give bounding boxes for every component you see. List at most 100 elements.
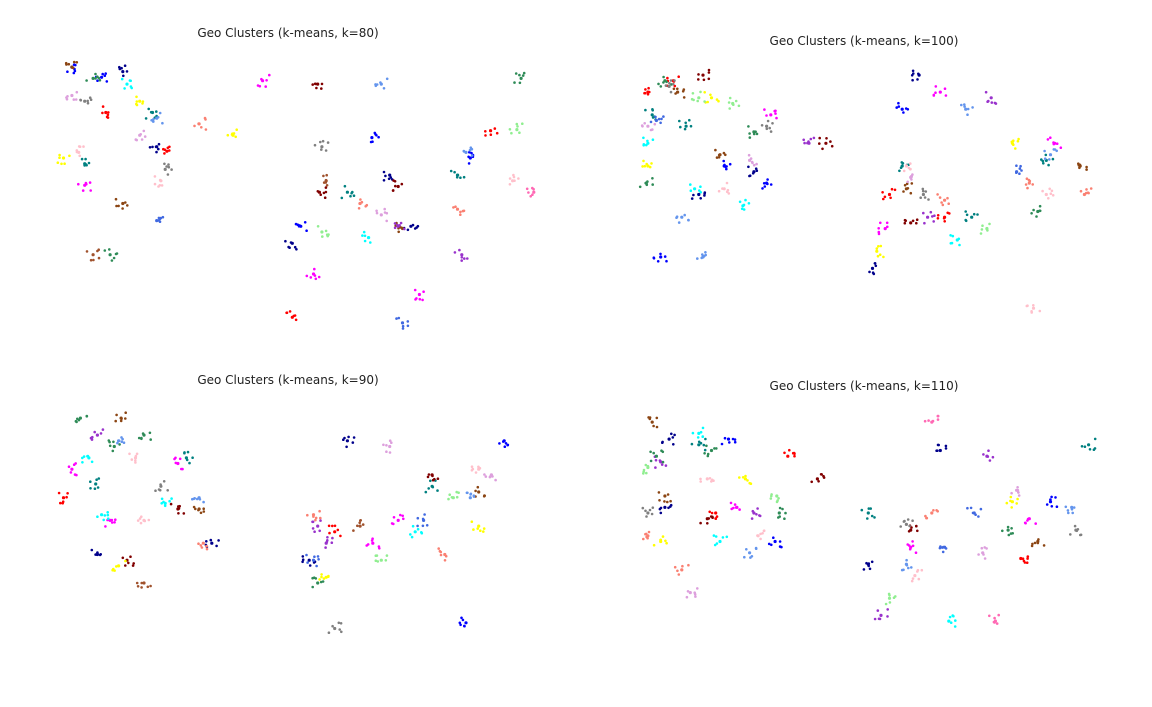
scatter-point: [715, 156, 719, 159]
scatter-point: [75, 149, 79, 152]
scatter-point: [768, 126, 771, 130]
scatter-point: [759, 537, 762, 541]
scatter-point: [470, 520, 474, 523]
scatter-point: [358, 521, 362, 525]
scatter-point: [455, 490, 459, 494]
scatter-point: [88, 181, 92, 184]
scatter-point: [385, 211, 389, 215]
scatter-point: [691, 92, 695, 95]
chart-panel-k110: Geo Clusters (k-means, k=110): [576, 353, 1152, 706]
scatter-point: [924, 190, 928, 193]
scatter-point: [125, 70, 129, 73]
scatter-point: [521, 122, 524, 125]
scatter-point: [462, 150, 466, 153]
scatter-point: [532, 190, 536, 194]
scatter-point: [932, 93, 936, 97]
scatter-point: [476, 485, 480, 489]
scatter-point: [1093, 437, 1097, 441]
scatter-point: [727, 192, 731, 195]
scatter-point: [963, 105, 966, 108]
scatter-point: [200, 126, 203, 129]
scatter-point: [136, 519, 140, 522]
scatter-point: [899, 166, 903, 169]
scatter-point: [436, 489, 439, 492]
scatter-point: [734, 506, 738, 509]
scatter-point: [463, 257, 466, 260]
scatter-point: [661, 460, 665, 464]
scatter-point: [88, 96, 92, 99]
scatter-point: [706, 522, 709, 525]
scatter-point: [79, 98, 82, 102]
scatter-point: [941, 550, 945, 554]
scatter-point: [140, 138, 144, 141]
scatter-point: [1017, 491, 1020, 494]
scatter-point: [829, 140, 832, 143]
scatter-point: [762, 182, 766, 185]
scatter-point: [1025, 177, 1029, 180]
scatter-point: [678, 119, 681, 123]
scatter-point: [135, 138, 138, 142]
scatter-point: [401, 514, 405, 518]
scatter-point: [120, 66, 123, 70]
scatter-point: [82, 145, 85, 148]
scatter-point: [953, 625, 957, 628]
scatter-point: [108, 444, 112, 448]
scatter-point: [317, 558, 320, 561]
scatter-point: [756, 534, 759, 537]
scatter-point: [314, 518, 317, 522]
scatter-point: [651, 183, 654, 186]
scatter-point: [877, 232, 881, 236]
scatter-point: [149, 584, 152, 588]
scatter-point: [121, 556, 125, 560]
scatter-point: [1087, 443, 1091, 447]
scatter-point: [672, 443, 675, 446]
scatter-point: [325, 233, 329, 236]
scatter-point: [317, 275, 321, 279]
scatter-point: [306, 561, 309, 564]
scatter-point: [114, 518, 117, 521]
scatter-point: [306, 513, 309, 517]
scatter-point: [1010, 491, 1013, 495]
scatter-point: [352, 194, 356, 197]
scatter-point: [117, 439, 121, 442]
scatter-point: [704, 437, 707, 441]
scatter-point: [985, 547, 988, 550]
scatter-point: [460, 259, 464, 262]
scatter-point: [783, 451, 786, 455]
scatter-point: [1064, 505, 1068, 509]
scatter-point: [976, 213, 979, 216]
scatter-point: [944, 447, 948, 450]
scatter-point: [209, 538, 213, 542]
scatter-point: [1036, 541, 1040, 545]
scatter-point: [147, 107, 150, 111]
scatter-point: [285, 311, 289, 315]
scatter-point: [125, 82, 129, 86]
scatter-point: [120, 417, 123, 421]
scatter-point: [1026, 555, 1030, 558]
scatter-plot-k110: [641, 414, 1097, 628]
scatter-point: [158, 488, 162, 492]
scatter-point: [699, 90, 702, 94]
scatter-point: [89, 436, 93, 440]
scatter-point: [65, 495, 68, 499]
scatter-point: [726, 437, 731, 441]
scatter-point: [421, 524, 425, 528]
scatter-point: [118, 443, 121, 446]
scatter-point: [110, 518, 114, 522]
scatter-point: [1044, 153, 1048, 157]
scatter-point: [525, 187, 529, 191]
scatter-point: [121, 207, 124, 210]
scatter-point: [100, 513, 104, 517]
scatter-point: [981, 224, 984, 227]
scatter-point: [949, 621, 953, 624]
scatter-point: [148, 431, 152, 435]
scatter-point: [748, 174, 752, 177]
scatter-point: [529, 195, 532, 198]
scatter-point: [660, 117, 663, 121]
scatter-point: [879, 244, 883, 248]
scatter-point: [708, 477, 712, 480]
scatter-point: [122, 74, 125, 78]
scatter-point: [112, 256, 116, 260]
scatter-point: [906, 518, 910, 521]
scatter-point: [865, 561, 868, 565]
